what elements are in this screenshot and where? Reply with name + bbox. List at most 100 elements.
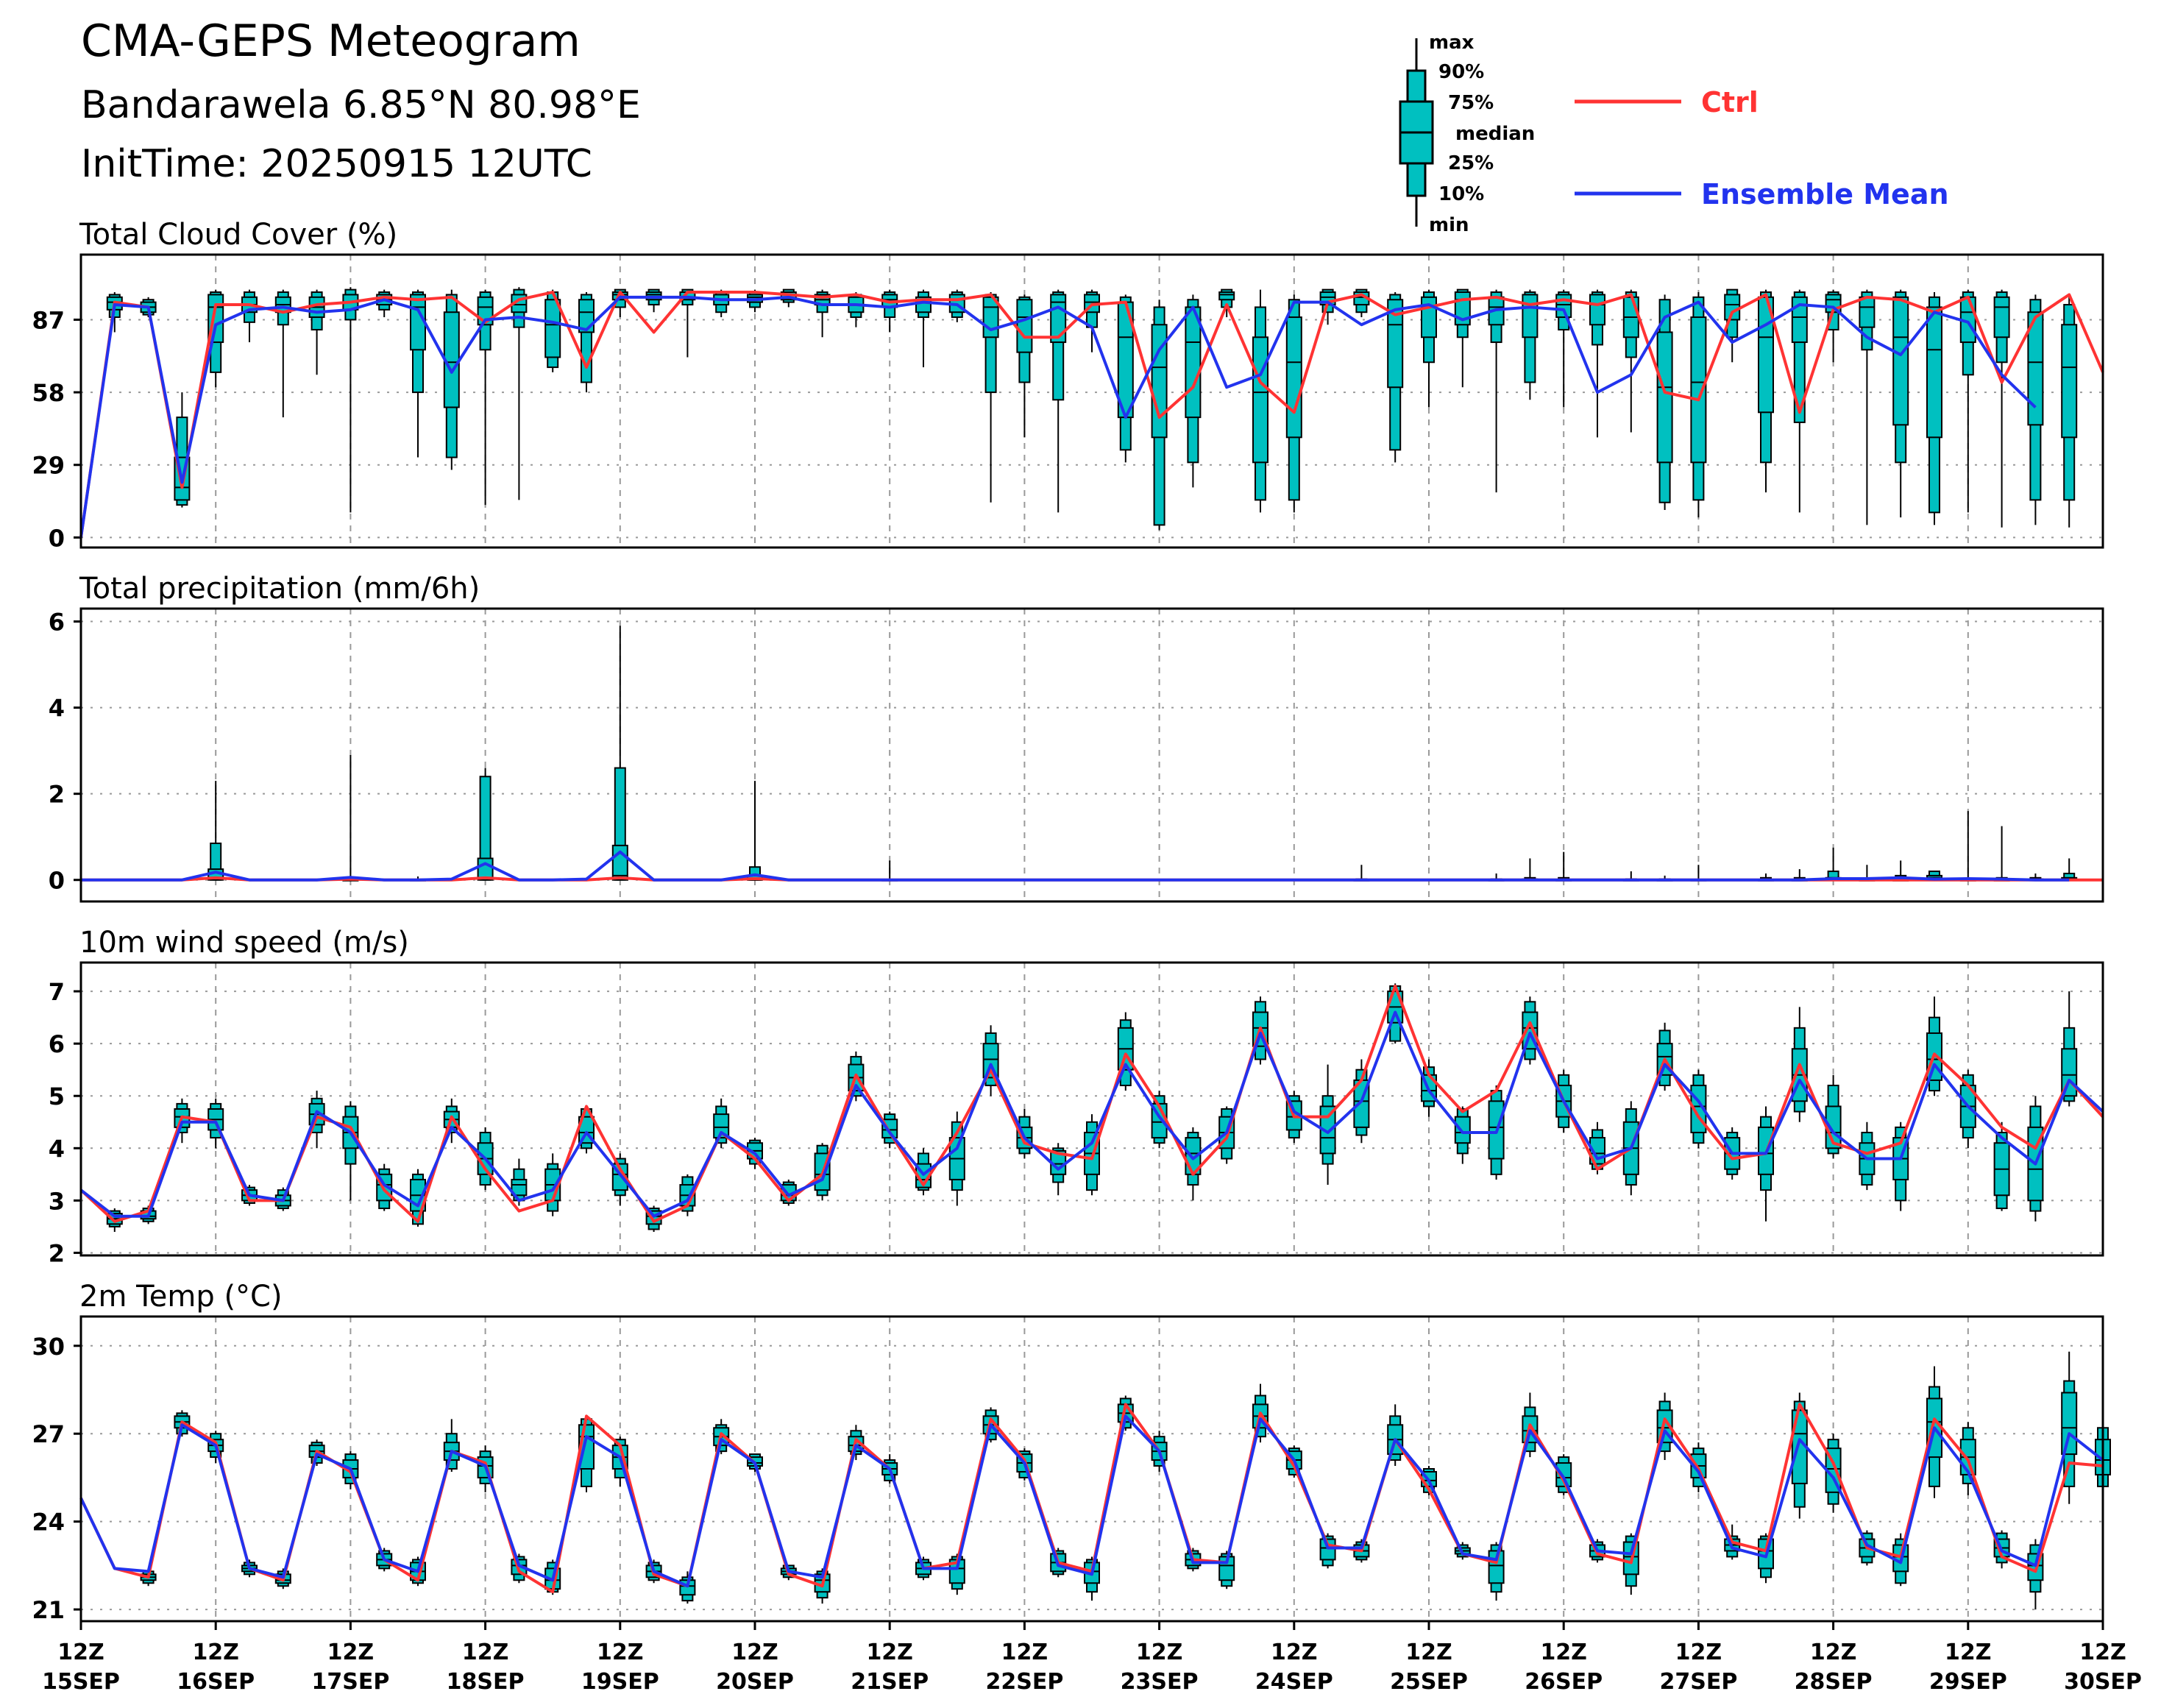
box-cloud xyxy=(1252,289,1268,513)
y-tick-label-temp: 27 xyxy=(32,1420,65,1448)
box-cloud xyxy=(308,289,325,375)
y-tick-label-precip: 6 xyxy=(49,609,65,637)
box-precip xyxy=(2061,858,2078,881)
mean-line-cloud xyxy=(79,295,2037,538)
box-p25-p75 xyxy=(1050,294,1067,344)
panel-wind: 2 3 4 5 6 7 xyxy=(49,961,2104,1267)
panel-title-cloud: Total Cloud Cover (%) xyxy=(79,218,397,252)
x-tick-label-time: 12Z xyxy=(462,1640,509,1665)
box-cloud xyxy=(578,292,595,393)
x-tick-label-time: 12Z xyxy=(1540,1640,1587,1665)
legend-p75-label: 75% xyxy=(1448,92,1494,114)
box-cloud xyxy=(1993,289,2010,528)
x-tick-label-date: 23SEP xyxy=(1121,1669,1199,1695)
x-tick-label-date: 27SEP xyxy=(1659,1669,1737,1695)
x-tick-label-time: 12Z xyxy=(57,1640,104,1665)
box-cloud xyxy=(1387,292,1404,463)
x-tick-label-date: 25SEP xyxy=(1390,1669,1468,1695)
box-p25-p75 xyxy=(1016,299,1033,353)
x-tick-label-time: 12Z xyxy=(731,1640,778,1665)
panel-frame-temp xyxy=(79,1315,2104,1623)
box-p25-p75 xyxy=(1892,296,1909,426)
box-legend: max 90% 75% median 25% 10% min xyxy=(1399,32,1535,236)
x-tick-label-time: 12Z xyxy=(2079,1640,2126,1665)
box-p25-p75 xyxy=(1555,1462,1572,1487)
box-p25-p75 xyxy=(1218,291,1235,301)
y-tick-label-wind: 2 xyxy=(49,1239,65,1267)
box-cloud xyxy=(1656,294,1673,510)
box-cloud xyxy=(241,289,258,343)
y-tick-label-temp: 30 xyxy=(32,1333,65,1361)
legend-max-label: max xyxy=(1429,32,1475,54)
box-p25-p75 xyxy=(511,1178,528,1197)
box-cloud xyxy=(1690,292,1707,518)
box-cloud xyxy=(1589,289,1605,438)
chart-init-time: InitTime: 20250915 12UTC xyxy=(81,142,592,186)
legend-p10-label: 10% xyxy=(1438,183,1484,205)
legend-p25-label: 25% xyxy=(1448,152,1494,174)
panel-cloud: 0 29 58 87 xyxy=(32,253,2104,552)
box-cloud xyxy=(342,287,359,513)
box-cloud xyxy=(1622,289,1639,433)
legend-min-label: min xyxy=(1429,214,1469,236)
y-tick-label-cloud: 87 xyxy=(32,306,65,334)
box-wind xyxy=(982,1025,999,1096)
chart-title: CMA-GEPS Meteogram xyxy=(81,15,581,67)
box-precip xyxy=(1522,858,1539,881)
box-temp xyxy=(679,1571,696,1604)
box-p25-p75 xyxy=(1656,331,1673,464)
panel-title-temp: 2m Temp (°C) xyxy=(79,1280,283,1314)
box-p25-p75 xyxy=(1926,306,1942,439)
box-cloud xyxy=(1859,289,1876,525)
x-tick-label-date: 16SEP xyxy=(177,1669,255,1695)
y-tick-label-cloud: 0 xyxy=(49,524,65,552)
x-tick-label-date: 30SEP xyxy=(2064,1669,2142,1695)
panel-frame-precip xyxy=(79,607,2104,903)
x-tick-label-time: 12Z xyxy=(1945,1640,1992,1665)
box-p25-p75 xyxy=(1285,316,1302,439)
y-tick-label-wind: 3 xyxy=(49,1187,65,1215)
panel-precip: 0 2 4 6 xyxy=(49,607,2104,903)
mean-line-wind xyxy=(79,1010,2104,1218)
box-p25-p75 xyxy=(713,1113,730,1139)
box-cloud xyxy=(645,288,662,313)
box-p25-p75 xyxy=(1555,294,1572,319)
box-p25-p75 xyxy=(2061,1392,2078,1456)
mean-line-temp xyxy=(79,1414,2104,1588)
ctrl-line-cloud xyxy=(79,291,2104,538)
box-precip xyxy=(1993,826,2010,882)
box-cloud xyxy=(1488,289,1505,493)
box-cloud xyxy=(2027,294,2044,525)
box-p25-p75 xyxy=(2061,324,2078,439)
x-axis: 12Z 15SEP 12Z 16SEP 12Z 17SEP 12Z 18SEP 12Z 19SEP… xyxy=(42,1621,2142,1695)
box-p25-p75 xyxy=(1252,336,1268,464)
box-p25-p75 xyxy=(578,299,595,333)
box-wind xyxy=(1758,1106,1774,1222)
y-tick-label-wind: 5 xyxy=(49,1082,65,1110)
x-tick-label-date: 17SEP xyxy=(311,1669,389,1695)
box-p25-p75 xyxy=(544,299,561,358)
box-cloud xyxy=(1791,289,1808,513)
x-tick-label-date: 26SEP xyxy=(1525,1669,1603,1695)
box-cloud xyxy=(1285,294,1302,513)
box-cloud xyxy=(713,289,730,318)
box-precip xyxy=(1555,851,1572,882)
x-tick-label-date: 20SEP xyxy=(716,1669,794,1695)
box-cloud xyxy=(2061,294,2078,528)
panel-frame-cloud xyxy=(79,253,2104,549)
y-tick-label-wind: 7 xyxy=(49,978,65,1006)
box-cloud xyxy=(982,292,999,503)
x-tick-label-date: 21SEP xyxy=(851,1669,929,1695)
x-tick-label-time: 12Z xyxy=(1001,1640,1048,1665)
legend-p90-label: 90% xyxy=(1438,61,1484,83)
box-cloud xyxy=(443,289,460,470)
box-p25-p75 xyxy=(2027,311,2044,426)
chart-location: Bandarawela 6.85°N 80.98°E xyxy=(81,83,641,127)
box-p25-p75 xyxy=(1185,306,1202,419)
box-cloud xyxy=(1016,294,1033,438)
x-tick-label-date: 22SEP xyxy=(985,1669,1063,1695)
y-tick-label-precip: 0 xyxy=(49,867,65,895)
x-tick-label-time: 12Z xyxy=(866,1640,913,1665)
box-precip xyxy=(1825,847,1842,881)
